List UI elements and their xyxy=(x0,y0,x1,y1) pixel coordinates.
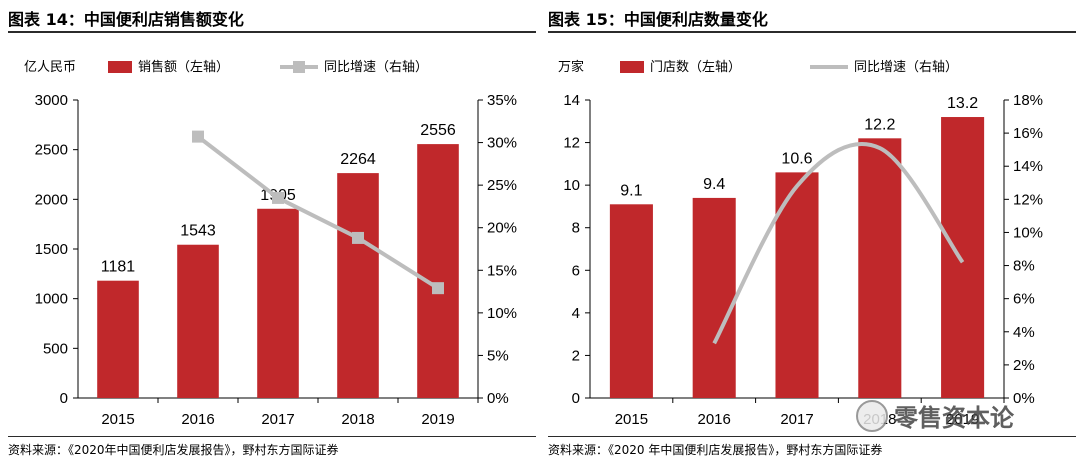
chart-title: 图表 14：中国便利店销售额变化 xyxy=(8,10,244,29)
watermark-text: 零售资本论 xyxy=(894,404,1014,432)
watermark: 零售资本论 xyxy=(856,398,1014,433)
bar-data-label: 2556 xyxy=(420,122,456,139)
x-tick-label: 2019 xyxy=(421,411,454,428)
right-tick-label: 10% xyxy=(1013,224,1043,241)
legend-bar-label: 销售额（左轴） xyxy=(138,59,229,75)
left-tick-label: 6 xyxy=(572,262,580,279)
right-tick-label: 18% xyxy=(1013,92,1043,109)
right-tick-label: 30% xyxy=(487,135,517,152)
right-tick-label: 25% xyxy=(487,177,517,194)
x-tick-label: 2015 xyxy=(615,411,648,428)
legend-unit: 万家 xyxy=(558,59,584,75)
legend-unit: 亿人民币 xyxy=(24,60,76,75)
sales-chart: 亿人民币 销售额（左轴） 同比增速（右轴） 0 500 1000 1500 2000 2500 3… xyxy=(24,59,517,428)
bar xyxy=(97,280,139,398)
title-divider xyxy=(548,31,1076,33)
growth-line xyxy=(196,135,440,290)
legend-line-label: 同比增速（右轴） xyxy=(854,60,958,75)
bar-data-label: 9.1 xyxy=(620,182,642,199)
x-tick-label: 2016 xyxy=(181,411,214,428)
left-tick-label: 4 xyxy=(572,305,580,322)
left-tick-label: 2 xyxy=(572,347,580,364)
right-tick-label: 0% xyxy=(487,390,509,407)
right-tick-label: 8% xyxy=(1013,258,1035,275)
right-tick-label: 12% xyxy=(1013,191,1043,208)
x-tick-label: 2017 xyxy=(261,411,294,428)
right-tick-label: 35% xyxy=(487,92,517,109)
right-tick-label: 20% xyxy=(487,220,517,237)
source-note: 资料来源：《2020 年中国便利店发展报告》，野村东方国际证券 xyxy=(548,443,883,457)
growth-marker xyxy=(432,282,444,295)
left-tick-label: 0 xyxy=(572,390,580,407)
x-tick-label: 2016 xyxy=(698,411,731,428)
bar xyxy=(337,173,379,398)
right-tick-label: 5% xyxy=(487,347,509,364)
x-tick-label: 2015 xyxy=(101,411,134,428)
bar xyxy=(417,144,459,398)
growth-marker xyxy=(352,231,364,244)
right-tick-label: 6% xyxy=(1013,291,1035,308)
legend-bar-swatch xyxy=(108,61,132,73)
right-tick-label: 15% xyxy=(487,262,517,279)
growth-marker xyxy=(192,130,204,143)
chart-title: 图表 15：中国便利店数量变化 xyxy=(548,10,768,29)
left-tick-label: 14 xyxy=(563,92,580,109)
source-divider xyxy=(548,436,1076,437)
right-tick-label: 10% xyxy=(487,305,517,322)
legend-line-marker xyxy=(293,61,305,73)
legend-bar-label: 门店数（左轴） xyxy=(650,60,741,75)
title-divider xyxy=(8,31,536,33)
bar-data-label: 12.2 xyxy=(864,116,895,133)
left-tick-label: 12 xyxy=(563,135,580,152)
growth-marker xyxy=(272,191,284,204)
bar-data-label: 2264 xyxy=(340,151,376,168)
left-tick-label: 3000 xyxy=(35,92,68,109)
bar xyxy=(609,204,653,398)
left-tick-label: 0 xyxy=(60,390,68,407)
left-tick-label: 2000 xyxy=(35,191,68,208)
left-tick-label: 8 xyxy=(572,220,580,237)
bar-data-label: 9.4 xyxy=(703,176,725,193)
left-tick-label: 10 xyxy=(563,177,580,194)
source-note: 资料来源：《2020年中国便利店发展报告》，野村东方国际证券 xyxy=(8,443,339,457)
chart-panel-sales: 图表 14：中国便利店销售额变化 亿人民币 销售额（左轴） 同比增速（右轴） 0 500… xyxy=(8,0,536,464)
bar-data-label: 1181 xyxy=(101,259,136,276)
source-divider xyxy=(8,436,536,437)
right-tick-label: 14% xyxy=(1013,158,1043,175)
wechat-icon xyxy=(856,399,888,432)
bar xyxy=(177,244,219,398)
x-tick-label: 2019 xyxy=(946,411,979,428)
bar xyxy=(257,208,299,398)
left-tick-label: 2500 xyxy=(35,142,68,159)
bar xyxy=(858,138,902,399)
chart-panel-stores: 图表 15：中国便利店数量变化 万家 门店数（左轴） 同比增速（右轴） 0 2 4 6 8 10… xyxy=(548,0,1076,464)
growth-line xyxy=(712,142,965,345)
x-tick-label: 2018 xyxy=(341,411,374,428)
bar xyxy=(941,117,985,399)
left-tick-label: 1000 xyxy=(35,291,68,308)
x-tick-label: 2017 xyxy=(780,411,813,428)
right-tick-label: 16% xyxy=(1013,125,1043,142)
bar-data-label: 1543 xyxy=(180,223,216,240)
stores-chart: 万家 门店数（左轴） 同比增速（右轴） 0 2 4 6 8 10 12 14 0% 2% 4% 6% 8% 10… xyxy=(558,59,1043,428)
legend-bar-swatch xyxy=(620,61,644,73)
left-tick-label: 1500 xyxy=(35,241,68,258)
bar-data-label: 10.6 xyxy=(781,150,812,167)
right-tick-label: 2% xyxy=(1013,357,1035,374)
bar xyxy=(692,197,736,398)
right-tick-label: 0% xyxy=(1013,390,1035,407)
legend-line-label: 同比增速（右轴） xyxy=(324,60,428,75)
left-tick-label: 500 xyxy=(43,340,68,357)
right-tick-label: 4% xyxy=(1013,324,1035,341)
bar-data-label: 13.2 xyxy=(947,95,978,112)
